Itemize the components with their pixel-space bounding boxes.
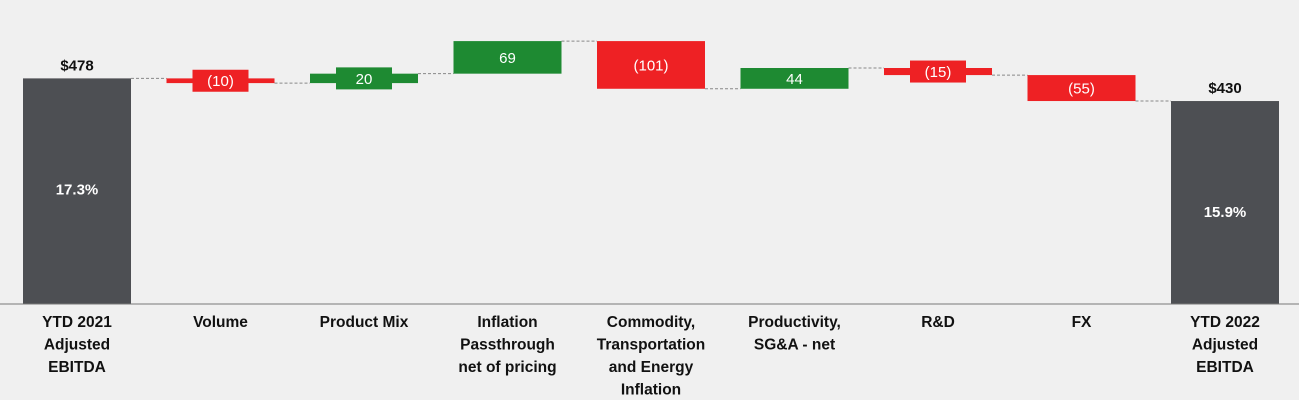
category-label-1-0: Volume: [193, 314, 248, 331]
category-label-4-2: and Energy: [609, 359, 694, 376]
category-label-5-0: Productivity,: [748, 314, 841, 331]
category-label-0-0: YTD 2021: [42, 314, 112, 331]
margin-percent-label-8: 15.9%: [1204, 204, 1247, 221]
labels: $478 17.3% YTD 2021 Adjusted EBITDA (10) Volum…: [42, 50, 1260, 399]
category-label-8-1: Adjusted: [1192, 337, 1258, 354]
category-label-4-0: Commodity,: [607, 314, 695, 331]
category-label-3-2: net of pricing: [458, 359, 556, 376]
category-label-2-0: Product Mix: [320, 314, 409, 331]
label-pill-6: [910, 60, 966, 83]
delta-value-label-5: 44: [786, 71, 803, 88]
delta-value-label-4: (101): [633, 57, 668, 74]
connector-lines: [131, 40, 1171, 102]
category-label-4-3: Inflation: [621, 382, 681, 399]
bar-3: [453, 41, 562, 74]
delta-value-label-1: (10): [207, 73, 234, 90]
category-label-4-1: Transportation: [597, 337, 706, 354]
bar-7: [1027, 75, 1136, 102]
category-label-7-0: FX: [1072, 314, 1092, 331]
margin-percent-label-0: 17.3%: [56, 181, 99, 198]
category-label-6-0: R&D: [921, 314, 955, 331]
category-label-8-2: EBITDA: [1196, 359, 1254, 376]
delta-value-label-3: 69: [499, 50, 516, 67]
category-label-0-2: EBITDA: [48, 359, 106, 376]
delta-value-label-7: (55): [1068, 81, 1095, 98]
category-label-0-1: Adjusted: [44, 337, 110, 354]
total-value-label-0: $478: [60, 57, 93, 74]
category-label-3-0: Inflation: [477, 314, 537, 331]
category-label-3-1: Passthrough: [460, 337, 555, 354]
bar-8: [1171, 101, 1279, 304]
total-value-label-8: $430: [1208, 80, 1241, 97]
category-label-5-1: SG&A - net: [754, 337, 835, 354]
label-pill-1: [192, 69, 249, 92]
bars: [23, 41, 1279, 304]
delta-value-label-2: 20: [356, 71, 373, 88]
category-label-8-0: YTD 2022: [1190, 314, 1260, 331]
delta-value-label-6: (15): [925, 64, 952, 81]
bar-4: [597, 41, 705, 89]
label-pill-2: [336, 67, 392, 90]
bar-0: [23, 78, 131, 304]
bar-5: [740, 68, 849, 89]
